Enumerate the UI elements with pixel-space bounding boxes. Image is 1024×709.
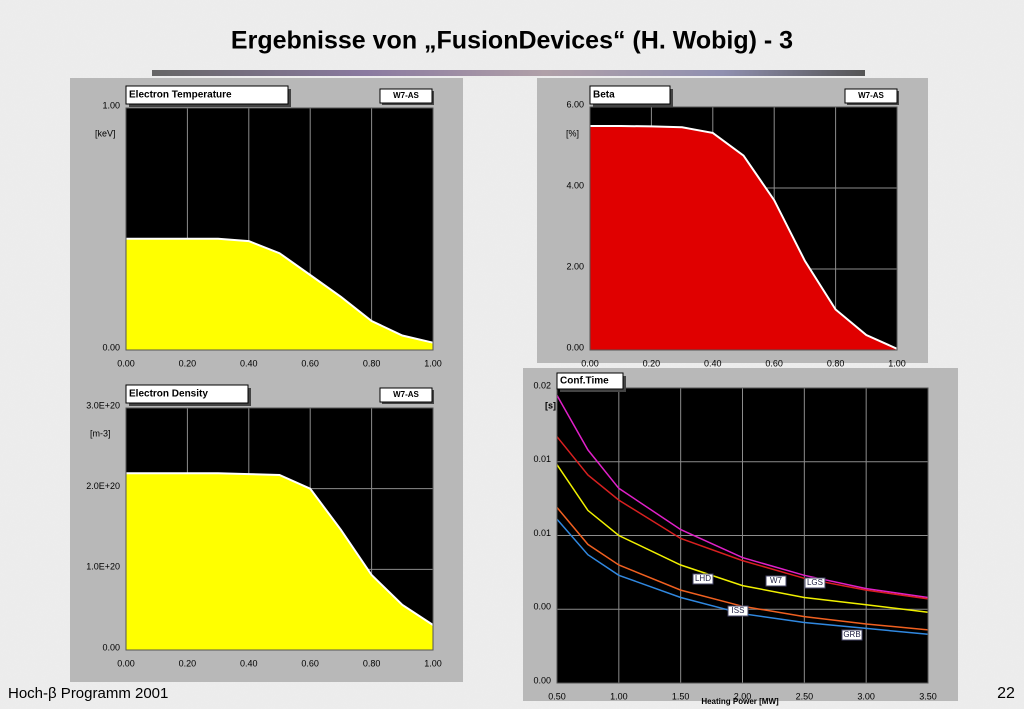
x-tick-label: 0.20 bbox=[643, 358, 661, 368]
series-label: GRB bbox=[843, 630, 860, 639]
chart-tag: W7-AS bbox=[393, 390, 419, 399]
x-tick-label: 0.60 bbox=[301, 658, 319, 668]
x-tick-label: 2.00 bbox=[734, 691, 752, 701]
area bbox=[126, 473, 433, 650]
x-tick-label: 1.50 bbox=[672, 691, 690, 701]
x-tick-label: 0.80 bbox=[363, 358, 381, 368]
x-axis-label: Heating Power [MW] bbox=[701, 697, 779, 706]
chart-tag: W7-AS bbox=[393, 91, 419, 100]
y-tick-label: 2.0E+20 bbox=[86, 481, 120, 491]
series-label-box bbox=[692, 573, 714, 585]
area bbox=[590, 126, 897, 350]
series-label: ISS bbox=[732, 606, 745, 615]
x-tick-label: 0.20 bbox=[179, 658, 197, 668]
y-unit: [m-3] bbox=[90, 428, 111, 438]
y-unit: [keV] bbox=[95, 128, 116, 138]
y-tick-label: 0.00 bbox=[102, 642, 120, 652]
y-unit: [%] bbox=[566, 128, 579, 138]
x-tick-label: 2.50 bbox=[796, 691, 814, 701]
plot-border bbox=[556, 387, 929, 684]
chart-title: Electron Density bbox=[129, 389, 208, 400]
y-tick-label: 0.01 bbox=[533, 454, 551, 464]
x-tick-label: 0.40 bbox=[704, 358, 722, 368]
series-label-box bbox=[765, 575, 787, 587]
x-tick-label: 0.60 bbox=[765, 358, 783, 368]
area-outline bbox=[126, 472, 434, 626]
y-tick-label: 0.00 bbox=[533, 675, 551, 685]
plot-border bbox=[125, 407, 434, 651]
chart-title: Electron Temperature bbox=[129, 90, 232, 101]
y-tick-label: 3.0E+20 bbox=[86, 400, 120, 410]
x-tick-label: 3.50 bbox=[919, 691, 937, 701]
footer: Hoch-β Programm 2001 bbox=[8, 685, 168, 702]
title-box bbox=[125, 85, 289, 105]
x-tick-label: 0.80 bbox=[827, 358, 845, 368]
x-tick-label: 1.00 bbox=[610, 691, 628, 701]
tag-box bbox=[844, 88, 898, 104]
y-tick-label: 4.00 bbox=[566, 180, 584, 190]
x-tick-label: 0.20 bbox=[179, 358, 197, 368]
x-tick-label: 1.00 bbox=[424, 358, 442, 368]
series-label: W7 bbox=[770, 576, 783, 585]
series-label-box bbox=[727, 605, 749, 617]
chart-title: Conf.Time bbox=[560, 376, 609, 387]
chart-tag: W7-AS bbox=[858, 91, 884, 100]
title-box bbox=[125, 384, 249, 404]
x-tick-label: 0.80 bbox=[363, 658, 381, 668]
series-label-box bbox=[841, 629, 863, 641]
series-label: LHD bbox=[695, 574, 711, 583]
x-tick-label: 3.00 bbox=[857, 691, 875, 701]
x-tick-label: 1.00 bbox=[888, 358, 906, 368]
slide-title: Ergebnisse von „FusionDevices“ (H. Wobig… bbox=[231, 27, 793, 55]
x-tick-label: 0.60 bbox=[301, 358, 319, 368]
title-rule bbox=[152, 70, 865, 76]
y-tick-label: 0.02 bbox=[533, 380, 551, 390]
series-label: LGS bbox=[807, 578, 823, 587]
y-tick-label: 6.00 bbox=[566, 99, 584, 109]
title-box bbox=[589, 85, 671, 105]
series-line bbox=[556, 507, 929, 631]
series-line bbox=[556, 395, 929, 599]
plot-border bbox=[589, 106, 898, 351]
y-tick-label: 1.0E+20 bbox=[86, 562, 120, 572]
area bbox=[126, 238, 433, 350]
plot-border bbox=[125, 107, 434, 351]
chart-title: Beta bbox=[593, 90, 615, 101]
y-unit: [s] bbox=[545, 400, 556, 410]
y-tick-label: 2.00 bbox=[566, 261, 584, 271]
y-tick-label: 0.01 bbox=[533, 528, 551, 538]
x-tick-label: 0.00 bbox=[117, 658, 135, 668]
series-line bbox=[556, 518, 929, 636]
series-label-box bbox=[804, 577, 826, 589]
y-tick-label: 1.00 bbox=[102, 100, 120, 110]
series-line bbox=[556, 436, 929, 600]
area-outline bbox=[126, 237, 434, 344]
x-tick-label: 0.50 bbox=[548, 691, 566, 701]
y-tick-label: 0.00 bbox=[102, 342, 120, 352]
x-tick-label: 0.00 bbox=[117, 358, 135, 368]
x-tick-label: 0.40 bbox=[240, 358, 258, 368]
x-tick-label: 1.00 bbox=[424, 658, 442, 668]
area-outline bbox=[590, 125, 898, 350]
title-box bbox=[556, 372, 624, 390]
x-tick-label: 0.00 bbox=[581, 358, 599, 368]
y-tick-label: 0.00 bbox=[533, 602, 551, 612]
page-number: 22 bbox=[997, 685, 1015, 702]
x-tick-label: 0.40 bbox=[240, 658, 258, 668]
tag-box bbox=[379, 88, 433, 104]
y-tick-label: 0.00 bbox=[566, 342, 584, 352]
tag-box bbox=[379, 387, 433, 403]
